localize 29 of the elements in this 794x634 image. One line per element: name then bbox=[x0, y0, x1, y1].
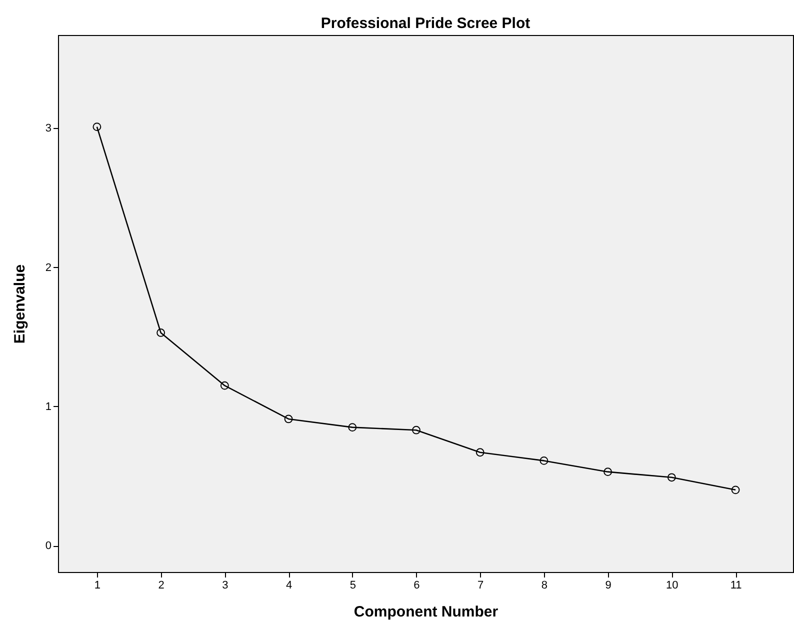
point bbox=[348, 423, 357, 432]
x-tick-label: 10 bbox=[666, 580, 678, 592]
x-tick-label: 9 bbox=[605, 580, 612, 592]
y-axis-title: Eigenvalue bbox=[11, 264, 28, 344]
x-tick-label: 3 bbox=[222, 580, 228, 592]
chart-title: Professional Pride Scree Plot bbox=[320, 15, 530, 32]
point bbox=[220, 381, 229, 390]
point bbox=[476, 448, 484, 457]
point bbox=[156, 328, 166, 337]
x-tick-label: 11 bbox=[730, 580, 742, 592]
x-tick-label: 2 bbox=[158, 580, 164, 592]
point bbox=[92, 122, 102, 132]
x-axis-title: Component Number bbox=[354, 604, 498, 620]
point bbox=[412, 426, 420, 434]
point bbox=[667, 473, 676, 482]
y-tick-label: 2 bbox=[45, 262, 52, 274]
y-tick-label: 1 bbox=[45, 400, 52, 413]
x-tick-label: 6 bbox=[414, 580, 420, 592]
point bbox=[540, 456, 548, 465]
x-tick-label: 7 bbox=[478, 580, 484, 592]
point bbox=[284, 414, 293, 424]
y-tick-label: 0 bbox=[45, 540, 52, 552]
point bbox=[604, 468, 612, 476]
y-tick-label: 3 bbox=[45, 122, 52, 135]
x-tick-label: 8 bbox=[541, 580, 548, 592]
x-tick-label: 1 bbox=[94, 580, 101, 592]
point bbox=[731, 486, 740, 494]
x-tick-label: 4 bbox=[286, 580, 292, 592]
x-tick-label: 5 bbox=[350, 580, 356, 592]
